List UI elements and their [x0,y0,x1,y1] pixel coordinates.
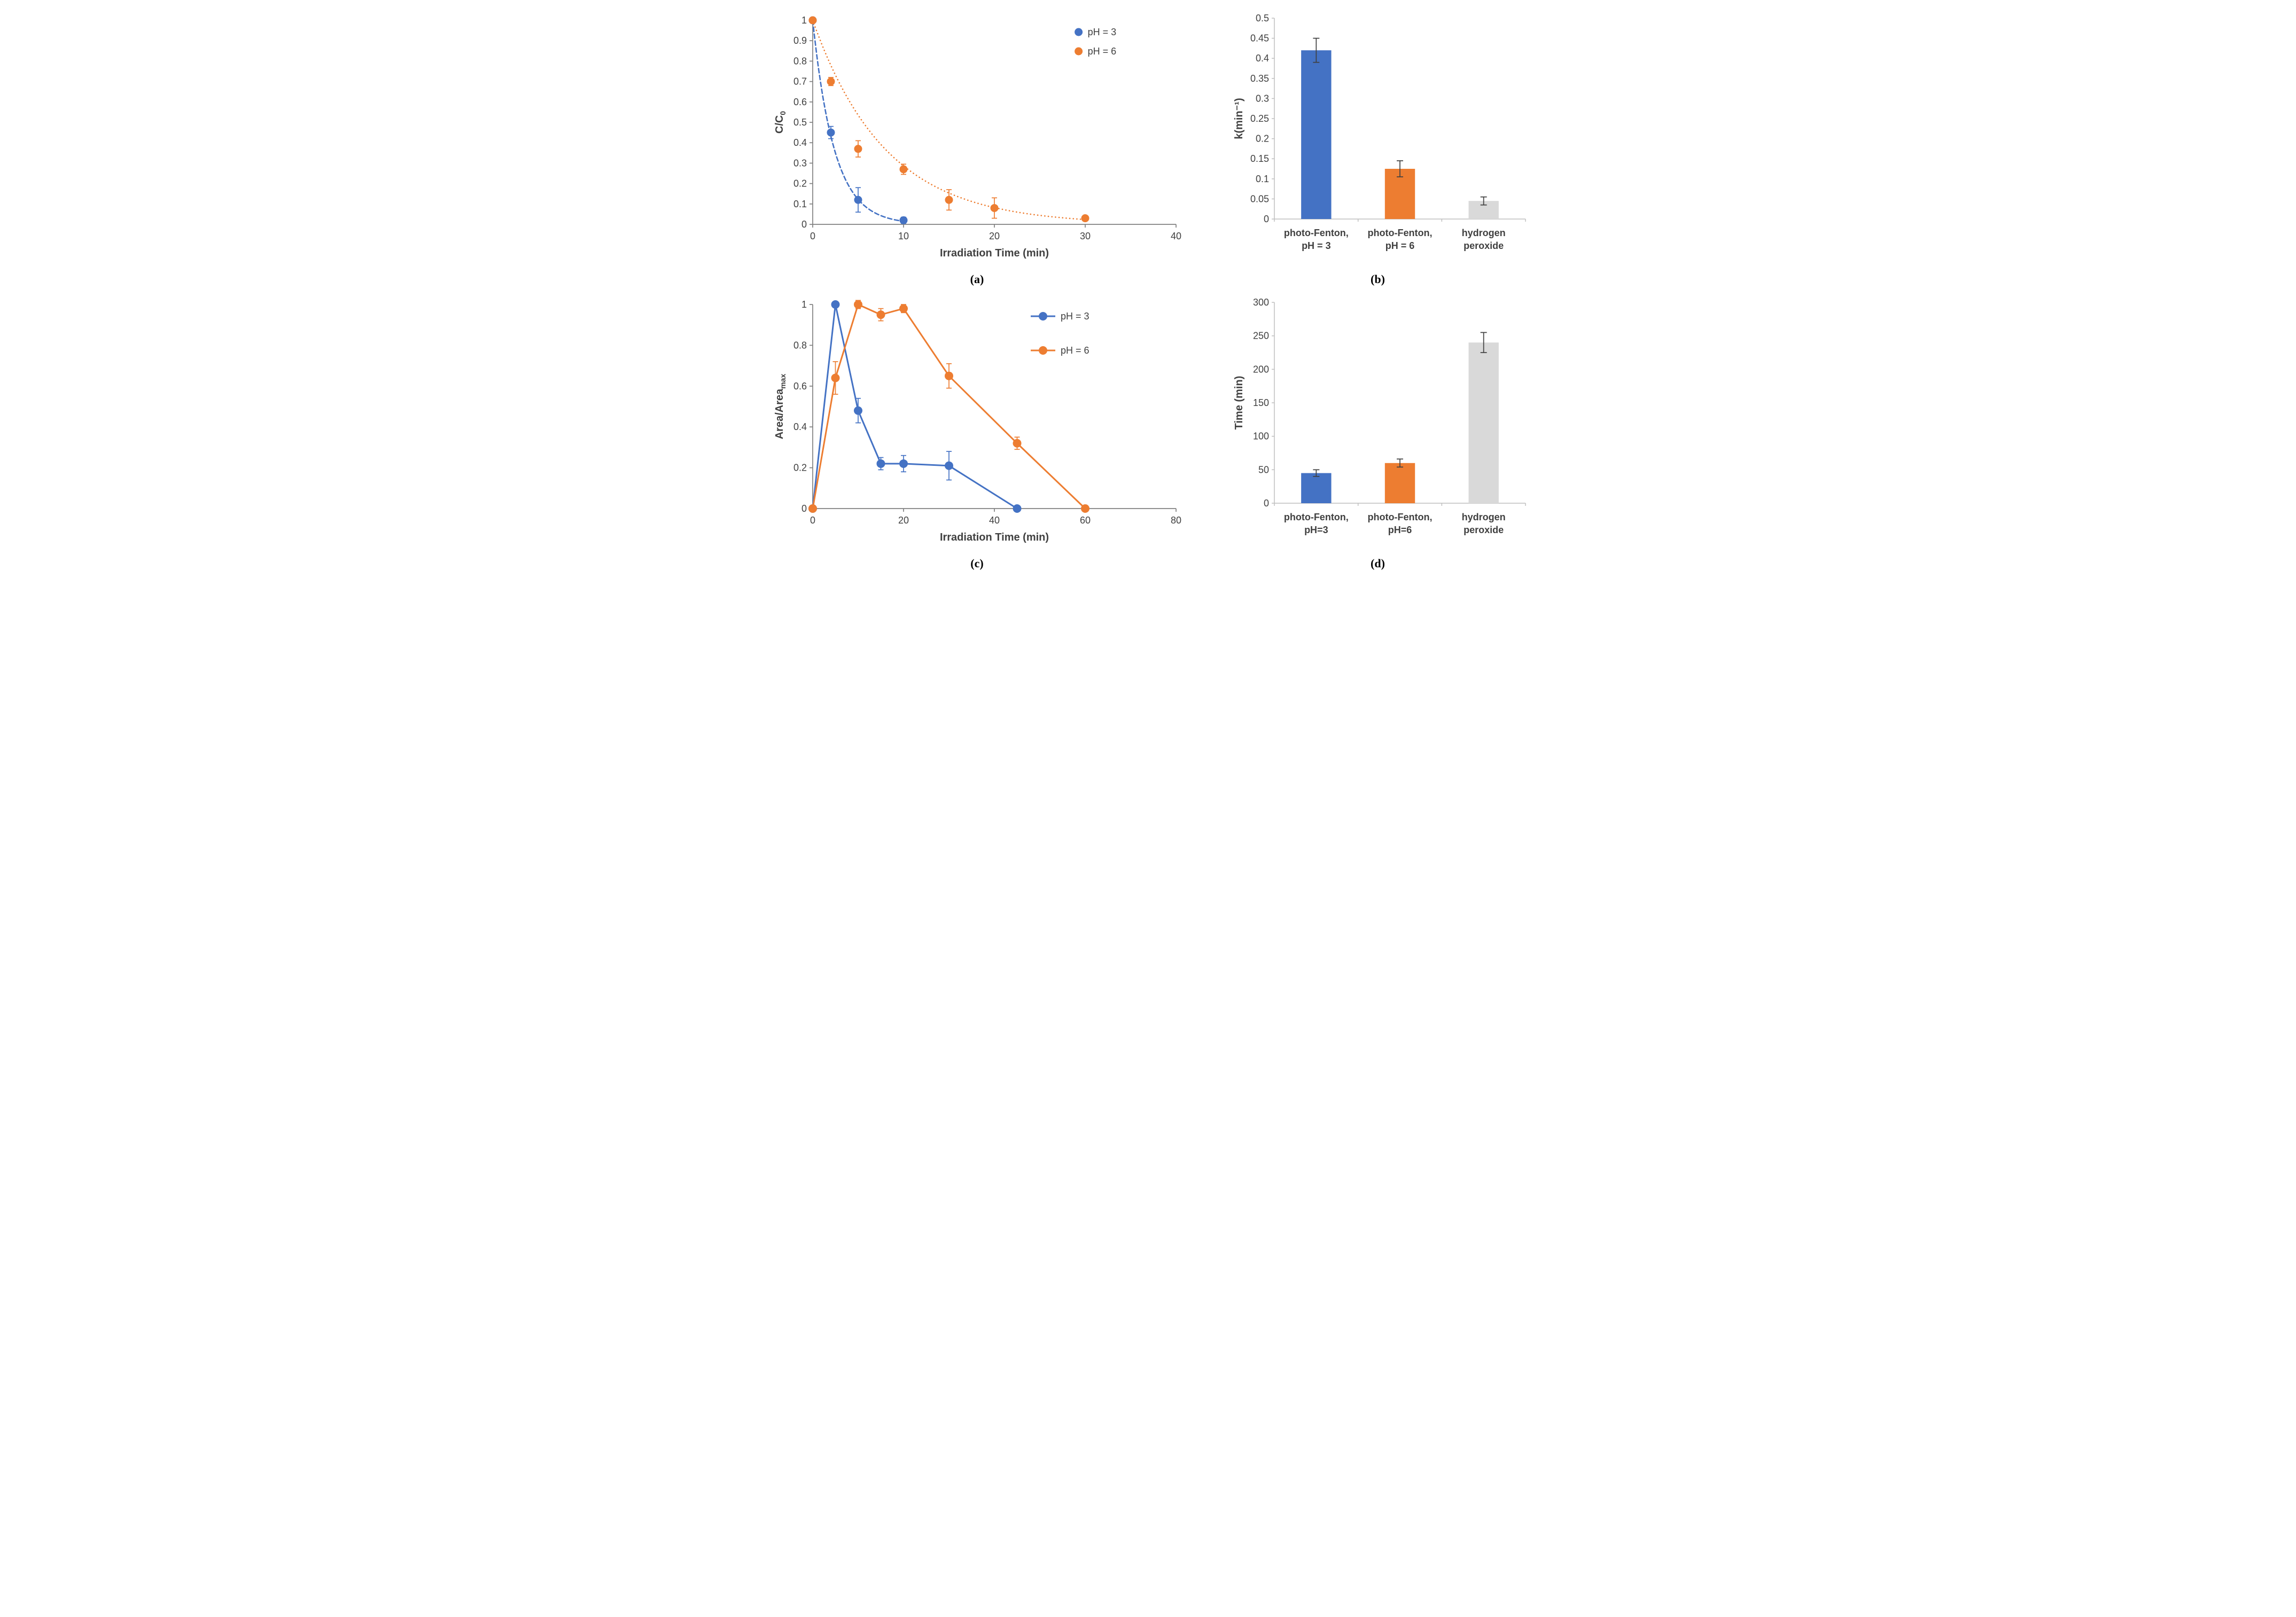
svg-text:Time (min): Time (min) [1233,376,1245,430]
svg-text:photo-Fenton,: photo-Fenton, [1367,228,1432,238]
figure-row-bottom: 0 0.2 0.4 0.6 0.8 1 0 20 40 60 80 Irradiation Time … [764,292,1533,576]
svg-text:0.3: 0.3 [1255,93,1268,104]
svg-text:50: 50 [1258,464,1268,475]
svg-text:0.5: 0.5 [1255,13,1268,24]
svg-text:Irradiation Time (min): Irradiation Time (min) [939,532,1048,543]
svg-text:hydrogen: hydrogen [1461,228,1505,238]
svg-text:pH = 3: pH = 3 [1087,27,1116,37]
svg-text:1: 1 [801,15,806,26]
svg-text:0.9: 0.9 [793,35,806,46]
panel-d-chart: 0 50 100 150 200 250 300 photo-Fenton, pH=3 photo… [1233,297,1526,535]
svg-text:peroxide: peroxide [1464,525,1504,535]
panel-d: 0 50 100 150 200 250 300 photo-Fenton, pH=3 photo… [1223,292,1533,576]
panel-c-chart: 0 0.2 0.4 0.6 0.8 1 0 20 40 60 80 Irradiation Time … [774,299,1181,543]
svg-text:C/C0: C/C0 [774,111,787,134]
svg-text:hydrogen: hydrogen [1461,512,1505,522]
panel-a: 0 0.1 0.2 0.3 0.4 0.5 0.6 0.7 0.8 0.9 1 0 10 20 30 40 Ir… [764,7,1191,292]
svg-text:peroxide: peroxide [1464,240,1504,251]
svg-text:0.4: 0.4 [793,137,806,148]
svg-text:0.25: 0.25 [1250,113,1268,124]
svg-text:pH=3: pH=3 [1304,525,1328,535]
svg-text:60: 60 [1079,515,1090,526]
svg-text:0.8: 0.8 [793,56,806,66]
svg-text:250: 250 [1252,331,1268,341]
svg-text:80: 80 [1170,515,1181,526]
panel-a-chart: 00.10.20.30.40.50.60.70.80.910 10 20 30 40Ir… [774,15,1181,259]
svg-text:30: 30 [1079,231,1090,241]
figure-grid: 0 0.1 0.2 0.3 0.4 0.5 0.6 0.7 0.8 0.9 1 0 10 20 30 40 Ir… [761,0,1535,583]
panel-d-caption: (d) [1371,557,1385,570]
svg-text:k(min⁻¹): k(min⁻¹) [1233,98,1245,139]
svg-text:40: 40 [989,515,999,526]
svg-text:0.4: 0.4 [1255,53,1268,64]
svg-text:photo-Fenton,: photo-Fenton, [1283,228,1348,238]
svg-text:0.2: 0.2 [793,463,806,473]
figure-row-top: 0 0.1 0.2 0.3 0.4 0.5 0.6 0.7 0.8 0.9 1 0 10 20 30 40 Ir… [764,7,1533,292]
svg-text:0.5: 0.5 [793,117,806,128]
svg-text:40: 40 [1170,231,1181,241]
svg-text:0.05: 0.05 [1250,193,1268,204]
svg-text:Irradiation Time (min): Irradiation Time (min) [939,247,1048,259]
svg-text:0.6: 0.6 [793,97,806,107]
svg-text:0.1: 0.1 [1255,174,1268,184]
svg-text:pH=6: pH=6 [1388,525,1412,535]
svg-text:100: 100 [1252,431,1268,442]
svg-text:0.3: 0.3 [793,158,806,168]
svg-text:0.35: 0.35 [1250,73,1268,84]
svg-text:20: 20 [898,515,908,526]
svg-text:0.15: 0.15 [1250,153,1268,164]
svg-text:photo-Fenton,: photo-Fenton, [1367,512,1432,522]
svg-text:0: 0 [810,515,815,526]
panel-b-caption: (b) [1371,272,1385,286]
svg-text:0.45: 0.45 [1250,33,1268,44]
svg-text:pH = 3: pH = 3 [1061,311,1089,322]
svg-text:photo-Fenton,: photo-Fenton, [1283,512,1348,522]
svg-text:0: 0 [801,219,806,230]
svg-text:0: 0 [1263,214,1268,224]
svg-text:10: 10 [898,231,908,241]
svg-text:0: 0 [1263,498,1268,509]
svg-text:pH = 3: pH = 3 [1302,240,1331,251]
svg-text:0: 0 [801,503,806,514]
svg-text:0.1: 0.1 [793,199,806,209]
svg-text:0.2: 0.2 [1255,134,1268,144]
svg-text:20: 20 [989,231,999,241]
svg-text:1: 1 [801,299,806,310]
panel-b: 0 0.05 0.1 0.15 0.2 0.25 0.3 0.35 0.4 0.45 0.5 phot… [1223,7,1533,292]
panel-b-chart: 0 0.05 0.1 0.15 0.2 0.25 0.3 0.35 0.4 0.45 0.5 phot… [1233,13,1526,251]
svg-text:pH = 6: pH = 6 [1385,240,1414,251]
svg-text:0: 0 [810,231,815,241]
panel-c-caption: (c) [970,557,984,570]
svg-text:Area/Areamax: Area/Areamax [774,374,787,440]
svg-text:0.8: 0.8 [793,340,806,350]
svg-text:0.7: 0.7 [793,76,806,87]
svg-text:pH = 6: pH = 6 [1087,46,1116,57]
panel-c: 0 0.2 0.4 0.6 0.8 1 0 20 40 60 80 Irradiation Time … [764,292,1191,576]
svg-text:200: 200 [1252,364,1268,374]
svg-text:300: 300 [1252,297,1268,308]
svg-text:0.4: 0.4 [793,421,806,432]
svg-text:pH = 6: pH = 6 [1061,345,1089,356]
svg-text:0.2: 0.2 [793,178,806,189]
panel-a-caption: (a) [970,272,984,286]
svg-text:150: 150 [1252,397,1268,408]
svg-text:0.6: 0.6 [793,381,806,392]
